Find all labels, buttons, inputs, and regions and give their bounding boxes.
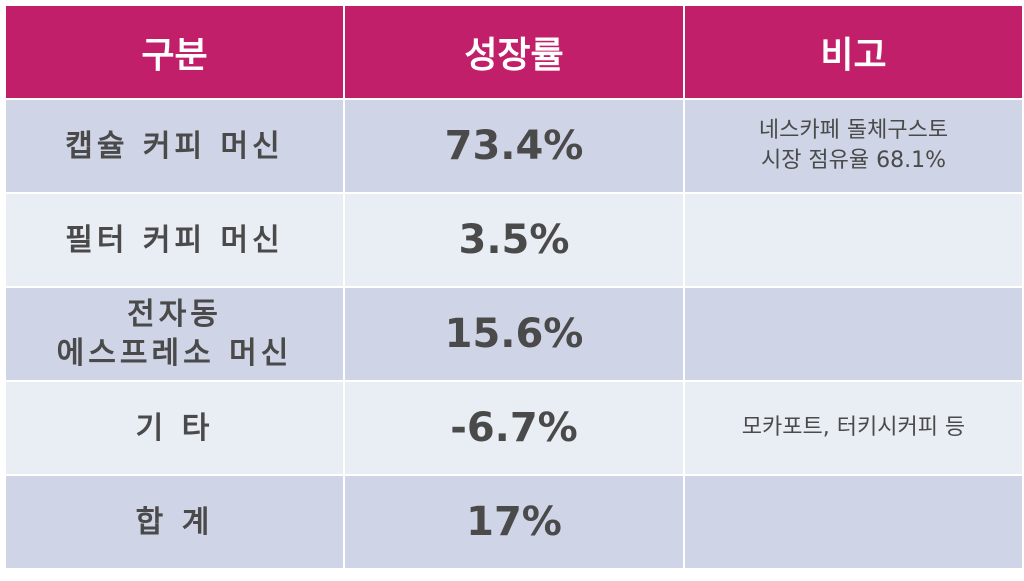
table-cell [683, 192, 1024, 288]
table-row: 전자동 에스프레소 머신 15.6% [4, 286, 1024, 382]
table-cell: 73.4% [343, 98, 685, 194]
table-cell: 캡슐 커피 머신 [4, 98, 345, 194]
header-row: 구분 성장률 비고 [4, 4, 1024, 100]
table-cell [683, 286, 1024, 382]
table-cell: 전자동 에스프레소 머신 [4, 286, 345, 382]
header-cell: 구분 [4, 4, 345, 100]
table-cell [683, 474, 1024, 570]
table-row: 캡슐 커피 머신 73.4% 네스카페 돌체구스토 시장 점유율 68.1% [4, 98, 1024, 194]
table-cell: 3.5% [343, 192, 685, 288]
header-cell: 비고 [683, 4, 1024, 100]
table-cell: 필터 커피 머신 [4, 192, 345, 288]
table-cell: 모카포트, 터키시커피 등 [683, 380, 1024, 476]
table-cell: 15.6% [343, 286, 685, 382]
table-row: 필터 커피 머신 3.5% [4, 192, 1024, 288]
table-cell: 기 타 [4, 380, 345, 476]
data-table: 구분 성장률 비고 캡슐 커피 머신 73.4% 네스카페 돌체구스토 시장 점유율 6… [4, 4, 1024, 570]
table-cell: -6.7% [343, 380, 685, 476]
table-cell: 합 계 [4, 474, 345, 570]
header-cell: 성장률 [343, 4, 685, 100]
table-row: 기 타 -6.7% 모카포트, 터키시커피 등 [4, 380, 1024, 476]
table-cell: 네스카페 돌체구스토 시장 점유율 68.1% [683, 98, 1024, 194]
table-row: 합 계 17% [4, 474, 1024, 570]
table-cell: 17% [343, 474, 685, 570]
table-body: 캡슐 커피 머신 73.4% 네스카페 돌체구스토 시장 점유율 68.1% 필터 커… [4, 98, 1024, 570]
